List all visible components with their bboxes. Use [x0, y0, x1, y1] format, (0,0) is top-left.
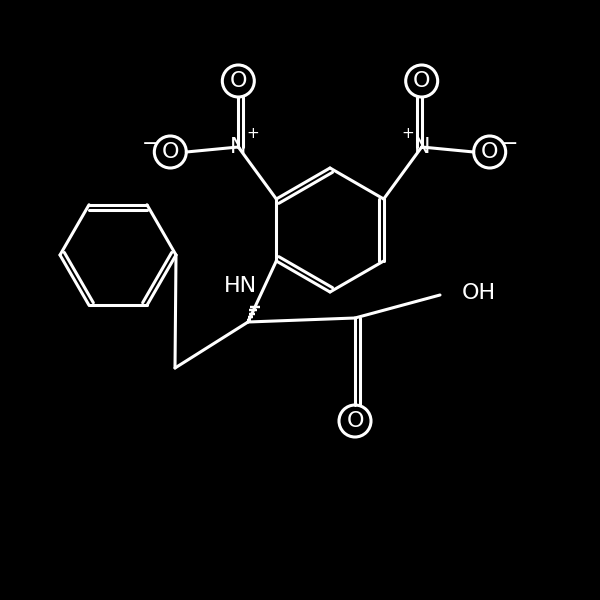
Text: O: O — [230, 71, 247, 91]
Text: −: − — [501, 134, 518, 154]
Text: −: − — [142, 134, 159, 154]
Text: HN: HN — [224, 275, 257, 295]
Text: +: + — [246, 125, 259, 140]
Text: N: N — [230, 137, 247, 157]
Text: +: + — [401, 125, 414, 140]
Text: OH: OH — [462, 283, 496, 303]
Text: O: O — [413, 71, 430, 91]
Text: N: N — [413, 137, 430, 157]
Text: O: O — [346, 411, 364, 431]
Text: O: O — [481, 142, 499, 162]
Text: O: O — [161, 142, 179, 162]
